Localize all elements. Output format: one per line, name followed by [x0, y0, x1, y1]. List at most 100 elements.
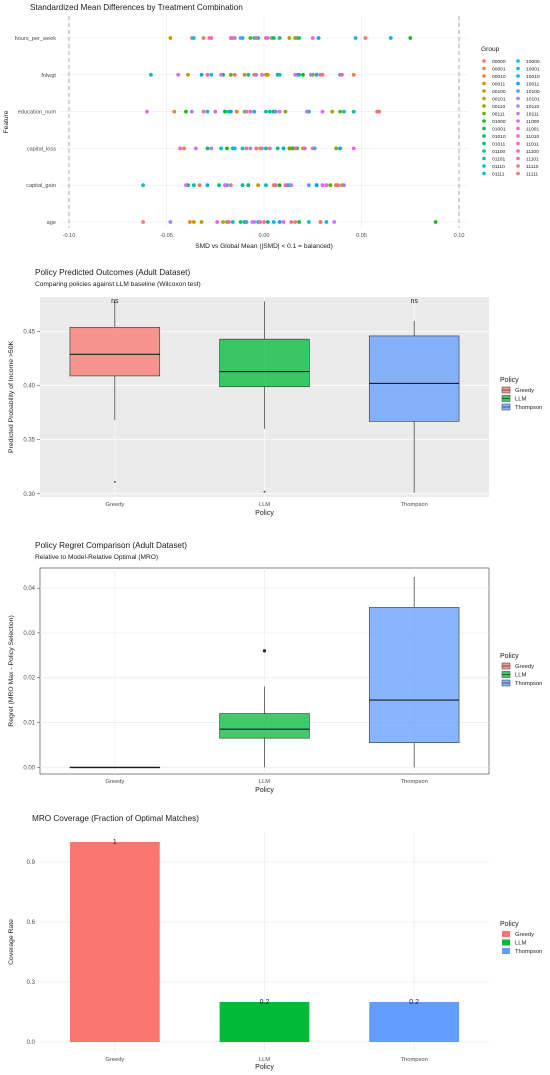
- legend-key: [482, 164, 486, 168]
- y-axis-title: Predicted Probability of Income >50K: [8, 341, 15, 453]
- legend-label: 01111: [492, 172, 505, 178]
- legend-key: [516, 149, 520, 153]
- data-point: [232, 146, 237, 151]
- data-point: [191, 220, 196, 224]
- data-point: [176, 72, 181, 77]
- legend-key: [482, 74, 486, 78]
- x-tick-label: 0.05: [356, 233, 367, 239]
- legend-key: [482, 156, 486, 161]
- data-point: [271, 36, 276, 40]
- data-point: [256, 183, 261, 188]
- data-point: [338, 109, 342, 114]
- data-point: [324, 220, 329, 224]
- data-point: [209, 146, 214, 151]
- data-point: [281, 146, 286, 151]
- legend-label: Greedy: [515, 932, 534, 938]
- data-point: [246, 72, 251, 77]
- y-tick-label: hours_per_week: [15, 36, 57, 42]
- legend-label: 11110: [526, 164, 539, 170]
- data-point: [388, 36, 393, 40]
- y-tick-label: 0.6: [27, 920, 36, 926]
- outcomes-title: Policy Predicted Outcomes (Adult Dataset…: [35, 268, 191, 277]
- legend-label: 01100: [492, 149, 506, 155]
- legend-label: 10011: [526, 82, 540, 88]
- data-point: [221, 220, 225, 224]
- legend-key: [516, 119, 520, 123]
- data-point: [303, 146, 307, 151]
- data-point: [342, 109, 346, 114]
- data-point: [213, 109, 218, 114]
- y-axis-title: Regret (MRO Max - Policy Selection): [8, 615, 15, 726]
- data-point: [186, 72, 190, 77]
- legend-title: Policy: [500, 653, 519, 660]
- data-point: [264, 36, 268, 40]
- data-point: [240, 146, 245, 151]
- y-tick-label: 0.00: [23, 765, 35, 771]
- x-axis-title: Policy: [255, 510, 274, 517]
- bar: [69, 842, 160, 1042]
- data-point: [340, 72, 344, 77]
- data-point: [260, 146, 264, 151]
- legend-label: 00111: [492, 112, 505, 118]
- data-point: [201, 109, 206, 114]
- legend-key: [516, 66, 520, 71]
- legend-label: 00010: [492, 74, 506, 80]
- data-point: [433, 220, 438, 224]
- legend-label: 00011: [492, 82, 506, 88]
- legend-key: [516, 171, 520, 176]
- legend-label: 00100: [492, 89, 506, 95]
- legend-label: 01011: [492, 142, 506, 148]
- outcomes-chart: 0.30 0.35 0.40 0.45 Greedy LLM Thompson ns ns Pol…: [8, 297, 542, 517]
- data-point: [287, 36, 292, 40]
- legend-key: [516, 96, 520, 101]
- data-point: [271, 220, 276, 224]
- data-point: [314, 72, 319, 77]
- legend-label: 01101: [492, 157, 506, 163]
- y-tick-label: education_num: [18, 110, 57, 116]
- y-tick-label: capital_loss: [27, 146, 56, 152]
- data-point: [377, 109, 381, 114]
- data-point: [141, 183, 145, 188]
- legend-key: [482, 96, 486, 101]
- legend-key: [516, 111, 520, 116]
- data-point: [262, 220, 266, 224]
- legend-key: [482, 81, 486, 86]
- legend-label: Thompson: [515, 949, 542, 955]
- y-tick-label: 0.01: [23, 721, 35, 727]
- legend-label: Thompson: [515, 681, 542, 687]
- data-point: [320, 109, 325, 114]
- y-tick-label: 0.35: [23, 438, 35, 444]
- legend-key: [482, 171, 486, 176]
- data-point: [408, 36, 413, 40]
- coverage-panel: MRO Coverage (Fraction of Optimal Matche…: [0, 802, 550, 1075]
- y-axis-title: Feature: [3, 110, 10, 133]
- bar: [219, 1002, 310, 1042]
- legend-key: [482, 89, 486, 93]
- data-point: [242, 72, 247, 77]
- legend-label: 01110: [492, 164, 505, 170]
- data-point: [199, 72, 204, 77]
- legend-key: [516, 126, 520, 131]
- legend-key: [516, 89, 520, 93]
- data-point: [248, 36, 253, 40]
- data-point: [306, 220, 311, 224]
- data-point: [297, 220, 302, 224]
- bar-value-label: 1: [113, 839, 117, 846]
- legend-key: [516, 81, 520, 86]
- data-point: [275, 146, 280, 151]
- data-point: [264, 109, 268, 114]
- legend-title: Policy: [500, 377, 519, 384]
- data-point: [289, 220, 294, 224]
- box: [368, 335, 460, 422]
- data-point: [141, 220, 145, 224]
- data-point: [189, 109, 194, 114]
- data-point: [201, 36, 206, 40]
- data-point: [273, 183, 278, 188]
- legend-key: [482, 66, 486, 71]
- bar-value-label: 0.2: [409, 999, 419, 1006]
- y-tick-label: fnlwgt: [41, 73, 56, 79]
- data-point: [238, 36, 243, 40]
- x-tick-label: Thompson: [400, 502, 427, 508]
- legend-title: Policy: [500, 921, 519, 928]
- legend-key: [516, 74, 520, 78]
